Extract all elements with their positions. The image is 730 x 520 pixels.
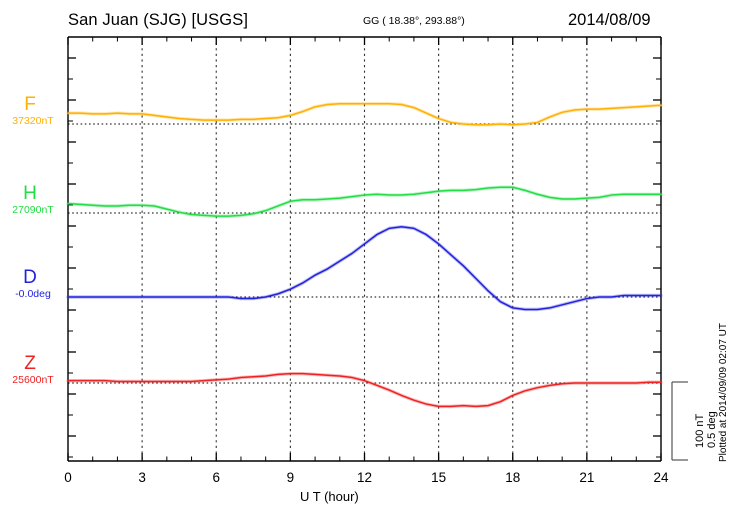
component-letter-h: H	[23, 183, 37, 204]
plot-frame	[67, 36, 662, 462]
x-tick-label: 18	[505, 470, 521, 485]
trace-d	[67, 226, 662, 311]
page-title: San Juan (SJG) [USGS]	[68, 11, 248, 29]
x-tick-label: 3	[138, 470, 146, 485]
component-baseline-value-z: 25600nT	[12, 374, 54, 386]
observation-date: 2014/08/09	[568, 11, 651, 29]
trace-z	[67, 372, 662, 408]
component-letter-z: Z	[24, 353, 36, 374]
component-letter-f: F	[24, 94, 36, 115]
trace-f	[67, 102, 662, 126]
component-baseline-value-h: 27090nT	[12, 204, 54, 216]
scale-bar-nt-label: 100 nT	[694, 413, 706, 448]
gridlines	[141, 37, 588, 461]
x-tick-label: 0	[64, 470, 72, 485]
component-baseline-value-d: -0.0deg	[15, 288, 51, 300]
data-traces	[66, 102, 663, 409]
x-axis-title: U T (hour)	[300, 489, 359, 504]
trace-h	[67, 186, 662, 217]
x-tick-label: 24	[653, 470, 669, 485]
x-tick-label: 15	[431, 470, 447, 485]
component-baseline-value-f: 37320nT	[12, 115, 54, 127]
geographic-coordinates: GG ( 18.38°, 293.88°)	[363, 15, 465, 27]
component-letter-d: D	[23, 267, 37, 288]
x-tick-label: 6	[212, 470, 220, 485]
x-tick-label: 12	[356, 470, 373, 485]
scale-bar-deg-label: 0.5 deg	[706, 411, 718, 448]
x-tick-label: 9	[286, 470, 295, 485]
axis-ticks	[67, 37, 662, 461]
scale-bar	[671, 381, 688, 461]
plotted-at-timestamp: Plotted at 2014/09/09 02:07 UT	[718, 323, 729, 462]
x-tick-label: 21	[579, 470, 595, 485]
